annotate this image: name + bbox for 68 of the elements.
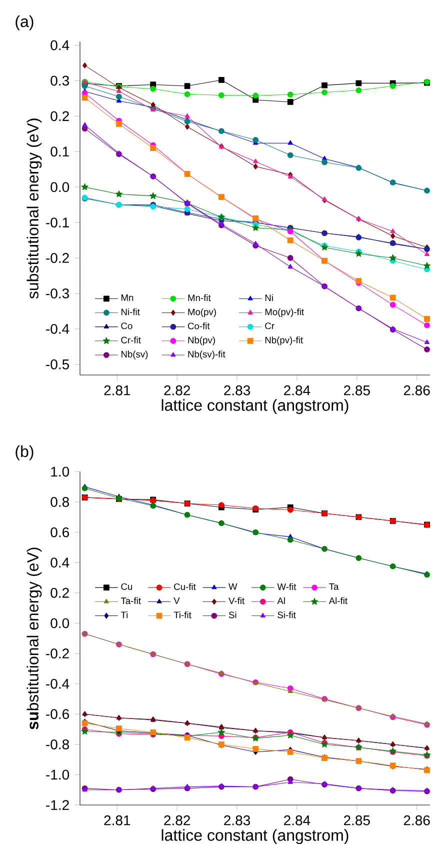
y-tick-label: -0.3 xyxy=(46,288,69,298)
legend-label: W-fit xyxy=(277,583,296,590)
x-tick-label: 2.83 xyxy=(224,385,250,396)
legend-label: Cr-fit xyxy=(121,336,141,344)
y-tick-label: 0.2 xyxy=(50,111,69,122)
x-tick-label: 2.85 xyxy=(344,385,370,396)
legend-label: Nb(pv) xyxy=(188,336,215,346)
y-tick-label: 0.1 xyxy=(50,146,69,157)
legend-label: Cu-fit xyxy=(174,583,196,590)
chart-title: (b) xyxy=(16,445,34,460)
y-tick-label: 0.0 xyxy=(50,618,70,628)
legend-label: V-fit xyxy=(228,597,245,604)
y-tick-label: 0.3 xyxy=(50,76,69,86)
x-tick-label: 2.86 xyxy=(404,385,430,396)
legend-label: Nb(sv) xyxy=(122,350,148,360)
x-axis-title: lattice constant (angstrom) xyxy=(162,829,348,844)
y-tick-label: -0.4 xyxy=(46,324,70,334)
y-tick-label: -0.6 xyxy=(46,709,69,720)
legend-label: Cu xyxy=(121,583,132,590)
legend-label: Ni xyxy=(265,294,273,302)
legend-label: V xyxy=(174,597,180,604)
y-tick-label: -0.1 xyxy=(46,218,69,228)
legend-label: Cr xyxy=(265,322,274,330)
x-tick-label: 2.82 xyxy=(164,815,190,826)
legend-label: Nb(sv)-fit xyxy=(188,350,226,360)
legend-label: Co xyxy=(121,322,132,330)
legend-label: Ta xyxy=(329,583,339,590)
y-axis-title: substitutional energy (eV) xyxy=(26,548,42,730)
legend-label: Mn-fit xyxy=(188,294,211,302)
y-tick-label: 0.8 xyxy=(50,497,69,507)
legend-label: Ta-fit xyxy=(120,597,141,604)
y-tick-label: -1.2 xyxy=(46,800,69,810)
legend-label: Mn xyxy=(122,294,134,301)
y-tick-label: -0.2 xyxy=(46,648,69,658)
legend-label: Si xyxy=(228,611,236,618)
y-tick-label: 0.0 xyxy=(50,182,70,192)
x-tick-label: 2.84 xyxy=(284,815,310,826)
y-tick-label: -0.4 xyxy=(46,678,70,689)
x-tick-label: 2.86 xyxy=(404,815,430,826)
y-tick-label: -0.5 xyxy=(46,359,70,370)
legend-label: Mo(pv)-fit xyxy=(265,308,304,318)
chart-title: (a) xyxy=(16,15,34,30)
y-tick-label: 0.6 xyxy=(50,527,69,538)
legend-label: Mo(pv) xyxy=(188,308,216,318)
x-tick-label: 2.84 xyxy=(284,385,310,396)
x-tick-label: 2.81 xyxy=(104,815,130,826)
legend-label: Ni-fit xyxy=(122,308,140,316)
y-tick-label: -0.8 xyxy=(46,739,69,750)
x-axis-title: lattice constant (angstrom) xyxy=(162,399,348,414)
y-tick-label: -0.2 xyxy=(46,253,69,263)
y-tick-label: 0.2 xyxy=(50,588,69,598)
legend-label: Si-fit xyxy=(278,611,296,618)
y-tick-label: 0.4 xyxy=(50,558,70,568)
legend-label: Ti-fit xyxy=(174,611,192,618)
x-tick-label: 2.81 xyxy=(104,385,130,396)
x-tick-label: 2.83 xyxy=(224,815,250,826)
legend-label: W xyxy=(228,583,238,590)
y-tick-label: -1.0 xyxy=(46,770,70,780)
legend-label: Ti xyxy=(120,611,128,618)
y-tick-label: 0.4 xyxy=(50,40,70,50)
x-tick-label: 2.82 xyxy=(164,385,190,396)
legend-label: Al xyxy=(277,597,285,604)
legend-label: Nb(pv)-fit xyxy=(265,336,303,346)
y-tick-label: 1.0 xyxy=(51,466,70,477)
x-tick-label: 2.85 xyxy=(344,815,370,826)
legend-label: Al-fit xyxy=(328,597,348,604)
legend-label: Co-fit xyxy=(188,322,210,330)
y-axis-title: substitutional energy (eV) xyxy=(26,118,42,299)
